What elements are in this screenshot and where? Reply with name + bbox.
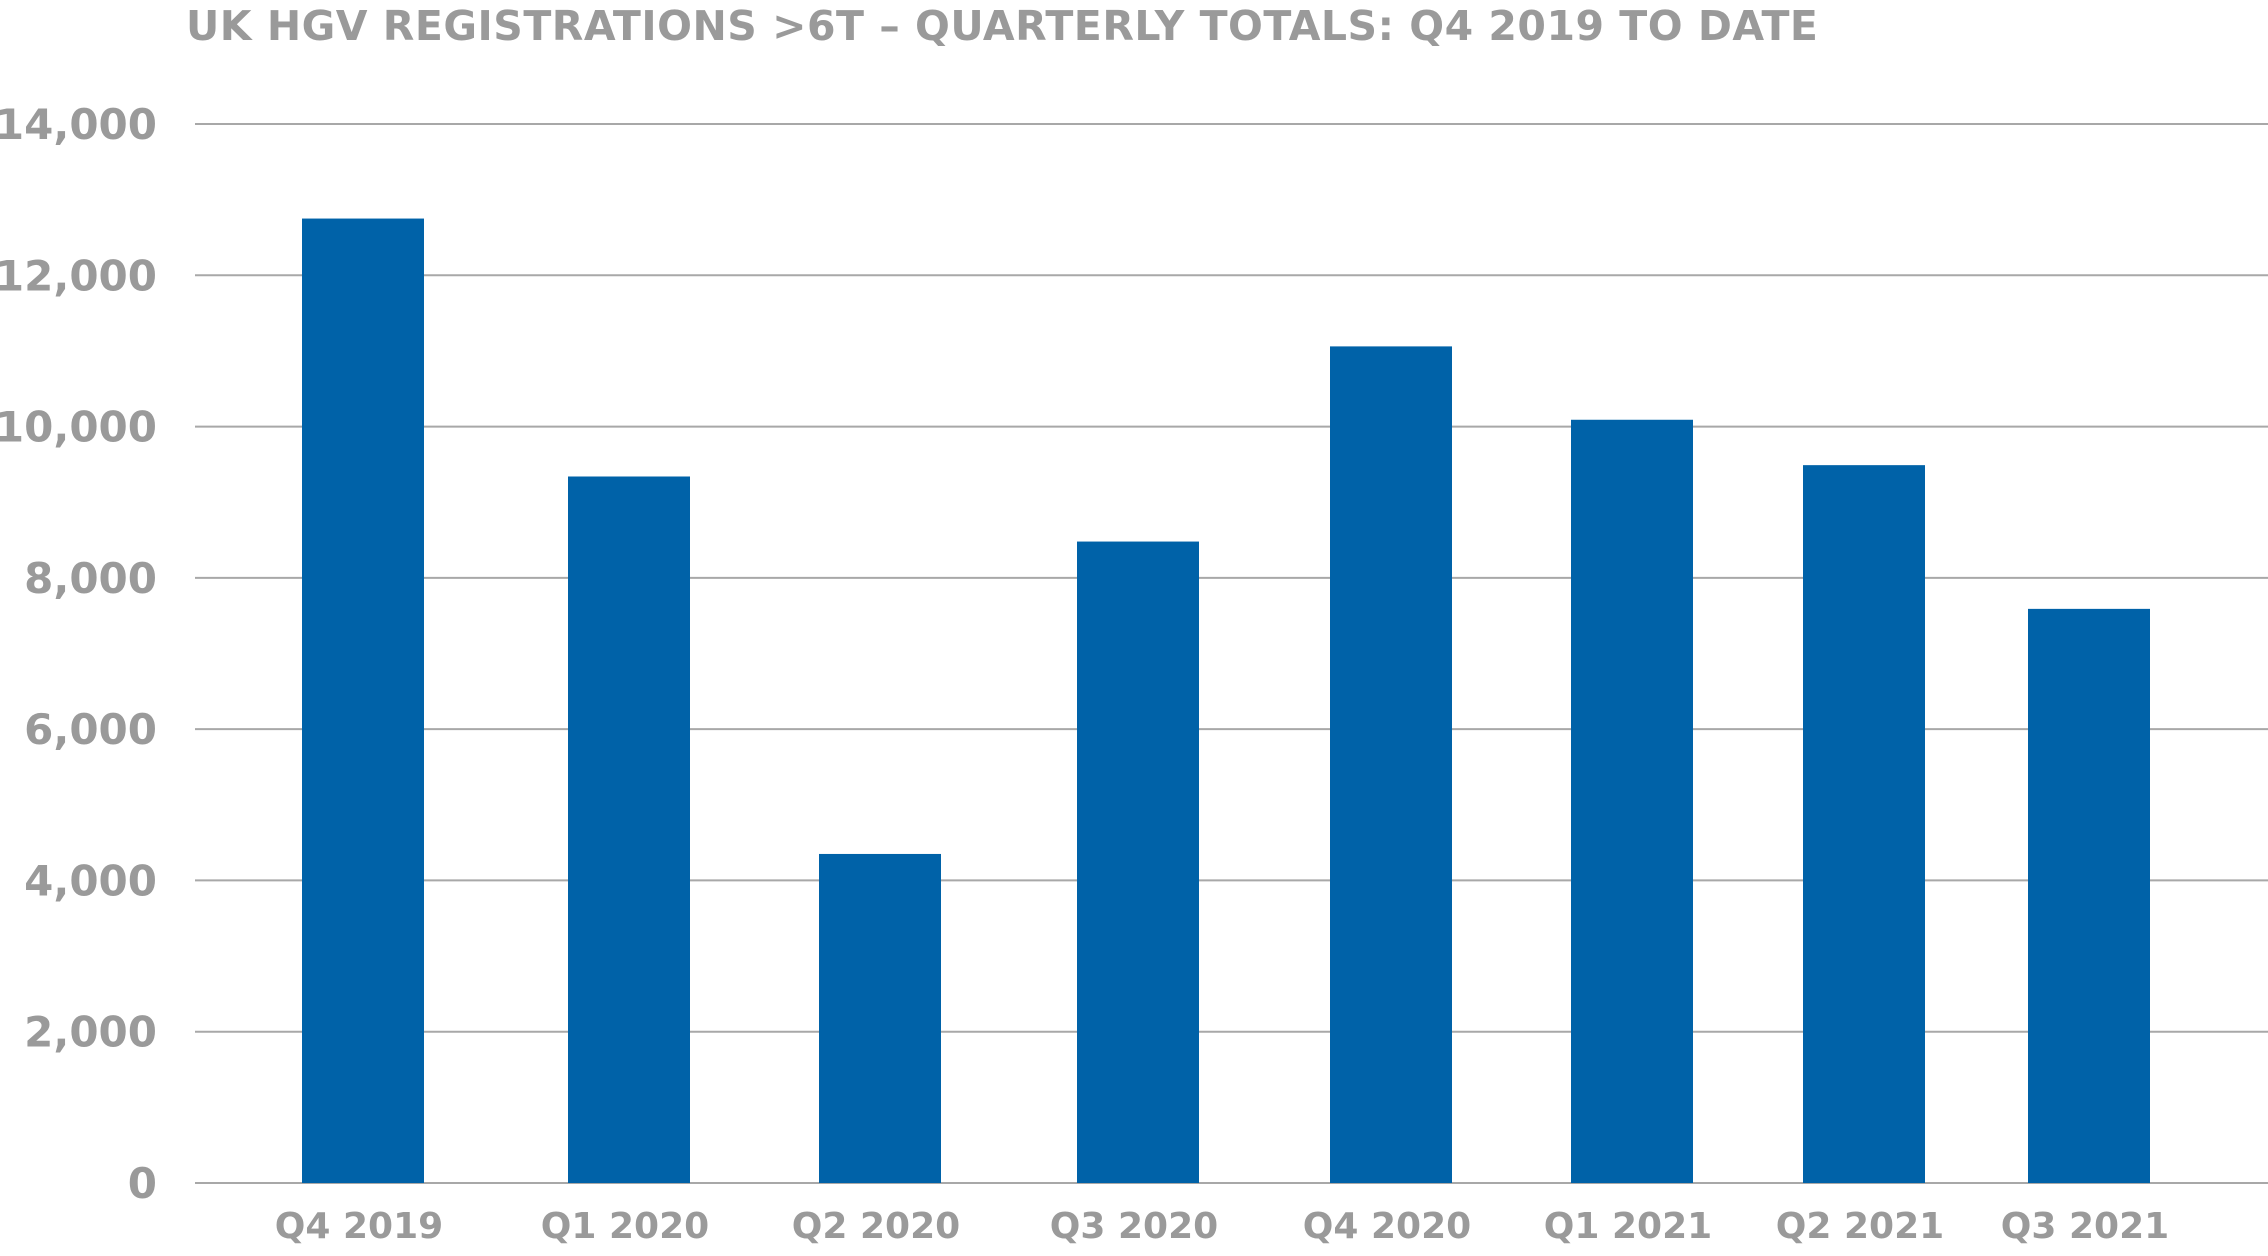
x-tick-label: Q3 2020 — [1050, 1206, 1218, 1247]
chart-title: UK HGV REGISTRATIONS >6T – QUARTERLY TOT… — [186, 2, 1819, 50]
y-tick-label: 0 — [128, 1159, 157, 1208]
bars — [302, 218, 2150, 1184]
y-tick-label: 6,000 — [24, 705, 157, 754]
x-tick-label: Q1 2020 — [541, 1206, 709, 1247]
x-tick-label: Q2 2020 — [792, 1206, 960, 1247]
x-tick-label: Q2 2021 — [1776, 1206, 1944, 1247]
x-tick-label: Q1 2021 — [1544, 1206, 1712, 1247]
bar — [2028, 608, 2150, 1183]
x-axis-tick-labels: Q4 2019 Q1 2020 Q2 2020 Q3 2020 Q4 2020 Q1 20… — [275, 1206, 2169, 1247]
y-tick-label: 12,000 — [0, 251, 157, 300]
bar — [1330, 346, 1452, 1183]
gridlines — [195, 123, 2268, 1184]
bar — [819, 853, 941, 1183]
y-tick-label: 14,000 — [0, 100, 157, 149]
x-tick-label: Q3 2021 — [2001, 1206, 2169, 1247]
bar — [1803, 465, 1925, 1183]
y-tick-label: 2,000 — [24, 1008, 157, 1057]
y-axis-tick-labels: 0 2,000 4,000 6,000 8,000 10,000 12,000 14,000 — [0, 100, 157, 1208]
bar — [302, 218, 424, 1183]
x-tick-label: Q4 2019 — [275, 1206, 443, 1247]
y-tick-label: 4,000 — [24, 856, 157, 905]
bar — [1571, 419, 1693, 1184]
y-tick-label: 8,000 — [24, 554, 157, 603]
x-tick-label: Q4 2020 — [1303, 1206, 1471, 1247]
bar — [568, 476, 690, 1183]
bar — [1077, 541, 1199, 1183]
y-tick-label: 10,000 — [0, 403, 157, 452]
